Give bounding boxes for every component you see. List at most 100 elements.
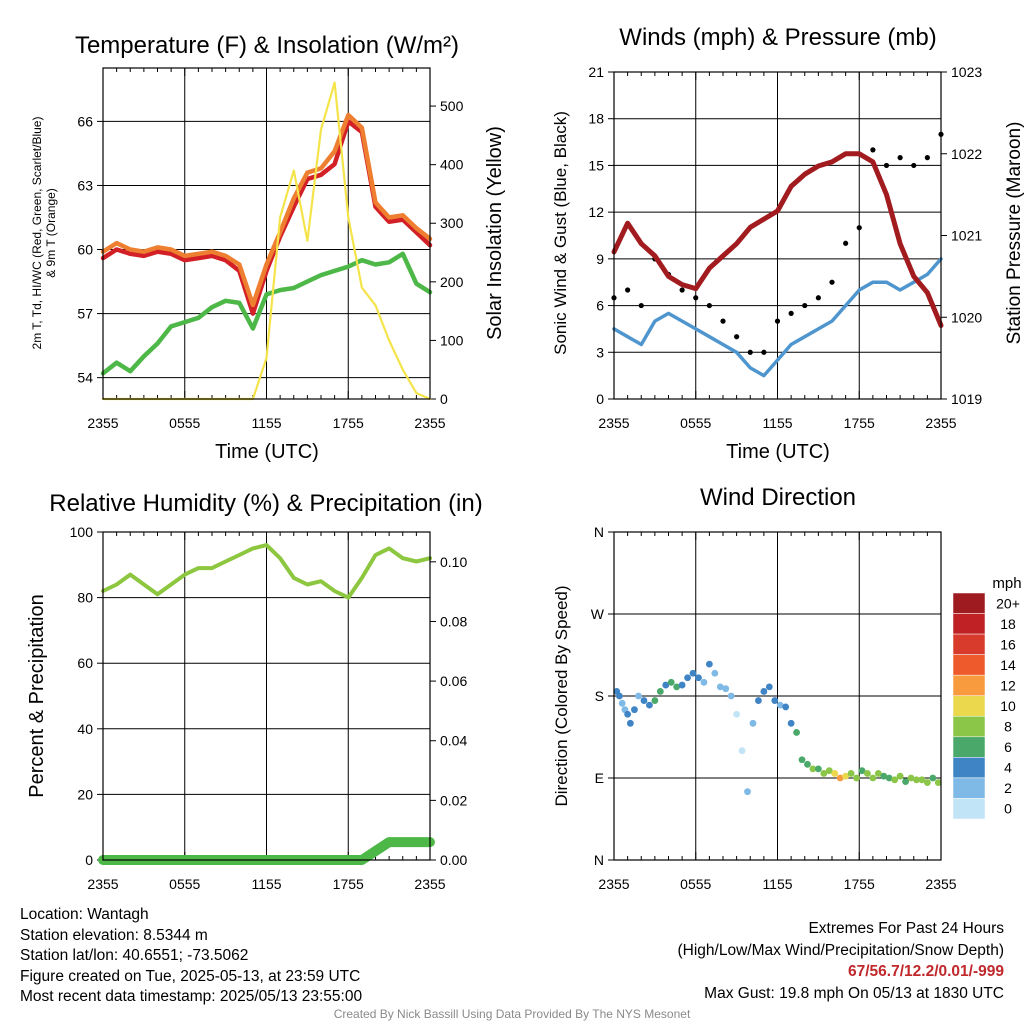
gust-point — [774, 318, 781, 324]
temp-ytick-right-label: 300 — [440, 215, 464, 231]
dir-xtick-label: 2355 — [598, 876, 629, 892]
direction-point — [662, 681, 670, 689]
colorbar-cell — [952, 674, 986, 696]
direction-point — [896, 772, 904, 780]
temp-frame — [102, 67, 431, 400]
direction-point — [755, 697, 762, 704]
gust-point — [870, 147, 876, 153]
direction-point — [782, 703, 790, 711]
winds-xtick-label: 2355 — [598, 415, 629, 431]
direction-point — [913, 776, 920, 784]
direction-point — [804, 760, 811, 768]
winds-ytick-right-label: 1019 — [951, 391, 982, 407]
rh-frame — [102, 531, 431, 861]
winds-ytick-label: 21 — [588, 64, 604, 80]
colorbar-cell — [952, 777, 986, 799]
temp-ytick-label: 63 — [77, 177, 93, 193]
direction-point — [716, 683, 724, 691]
direction-point — [640, 697, 648, 704]
direction-point — [635, 692, 642, 700]
direction-point — [853, 774, 860, 782]
gust-point — [924, 155, 930, 161]
direction-point — [738, 747, 746, 755]
temp-ytick-label: 66 — [77, 113, 93, 129]
rh-ytick-right-label: 0.10 — [440, 554, 467, 570]
direction-point — [760, 688, 768, 695]
gust-point — [720, 318, 726, 324]
temp-xtick-label: 2355 — [87, 415, 118, 431]
winds-ytick-label: 18 — [588, 111, 604, 127]
colorbar-cell — [952, 592, 986, 614]
direction-point — [667, 678, 675, 686]
station-info: Location: Wantagh Station elevation: 8.5… — [20, 905, 362, 1008]
direction-point — [631, 706, 638, 714]
station-elevation: Station elevation: 8.5344 m — [20, 926, 208, 944]
winds-xtick-label: 1155 — [762, 415, 792, 431]
extremes-values: 67/56.7/12.2/0.01/-999 — [848, 963, 1004, 980]
winds-ytick-right-label: 1023 — [951, 64, 982, 80]
temp-ytick-right-label: 500 — [440, 98, 464, 114]
direction-point — [771, 697, 779, 704]
direction-point — [923, 779, 931, 786]
winds-title: Winds (mph) & Pressure (mb) — [619, 24, 936, 51]
temp-series-line — [100, 251, 433, 376]
dir-ytick-label: E — [595, 770, 604, 786]
direction-point — [902, 778, 909, 786]
winds-xtick-label: 1755 — [844, 415, 875, 431]
temp-xlabel: Time (UTC) — [215, 441, 319, 463]
temp-ylabel-left-1: 2m T, Td, HI/WC (Red, Green, Scarlet/Blu… — [30, 117, 44, 350]
direction-point — [705, 660, 713, 668]
temp-xtick-label: 1755 — [333, 415, 364, 431]
rh-ytick-right-label: 0.00 — [440, 852, 467, 868]
colorbar-label: 20+ — [996, 595, 1020, 611]
pressure-line — [611, 151, 944, 328]
direction-point — [934, 779, 942, 786]
direction-point — [626, 719, 634, 727]
rh-xtick-label: 1755 — [333, 876, 364, 892]
gust-point — [897, 155, 903, 161]
direction-point — [885, 774, 893, 782]
temp-xtick-label: 2355 — [414, 415, 445, 431]
direction-point — [700, 678, 708, 686]
gust-point — [883, 162, 890, 169]
direction-point — [722, 685, 730, 693]
temp-ytick-label: 57 — [77, 306, 93, 322]
extremes-box: Extremes For Past 24 Hours (High/Low/Max… — [678, 918, 1005, 1004]
direction-point — [814, 765, 822, 773]
direction-point — [656, 688, 664, 695]
winds-ylabel-left: Sonic Wind & Gust (Blue, Black) — [551, 111, 570, 355]
winds-ytick-label: 3 — [596, 344, 604, 360]
direction-point — [618, 699, 626, 707]
direction-point — [820, 770, 828, 777]
temp-ylabel-right: Solar Insolation (Yellow) — [484, 126, 506, 340]
direction-point — [798, 756, 806, 764]
gust-point — [679, 287, 685, 293]
rh-xtick-label: 2355 — [87, 876, 118, 892]
direction-point — [907, 774, 915, 782]
direction-point — [891, 776, 899, 784]
direction-point — [624, 710, 632, 718]
rh-ytick-label: 60 — [77, 655, 93, 671]
temp-xtick-label: 1155 — [251, 415, 281, 431]
colorbar-label: 16 — [1000, 636, 1016, 652]
dir-xtick-label: 1155 — [762, 876, 792, 892]
dir-ylabel-left: Direction (Colored By Speed) — [552, 585, 571, 806]
gust-point — [747, 349, 753, 355]
station-latlon: Station lat/lon: 40.6551; -73.5062 — [20, 947, 249, 964]
temp-ytick-right-label: 400 — [440, 157, 464, 173]
direction-point — [711, 669, 719, 677]
direction-point — [646, 701, 653, 709]
winds-ytick-label: 15 — [588, 157, 604, 173]
direction-point — [825, 767, 833, 775]
colorbar-label: 8 — [1004, 719, 1012, 735]
direction-point — [673, 683, 681, 691]
gust-point — [706, 302, 712, 309]
temp-ytick-right-label: 100 — [440, 332, 464, 348]
direction-point — [727, 692, 735, 700]
rh-ytick-right-label: 0.06 — [440, 673, 467, 689]
extremes-title: Extremes For Past 24 Hours — [808, 920, 1004, 937]
direction-point — [874, 770, 882, 777]
rh-ytick-label: 20 — [77, 786, 93, 802]
dir-frame — [613, 531, 942, 861]
direction-point — [858, 767, 866, 775]
